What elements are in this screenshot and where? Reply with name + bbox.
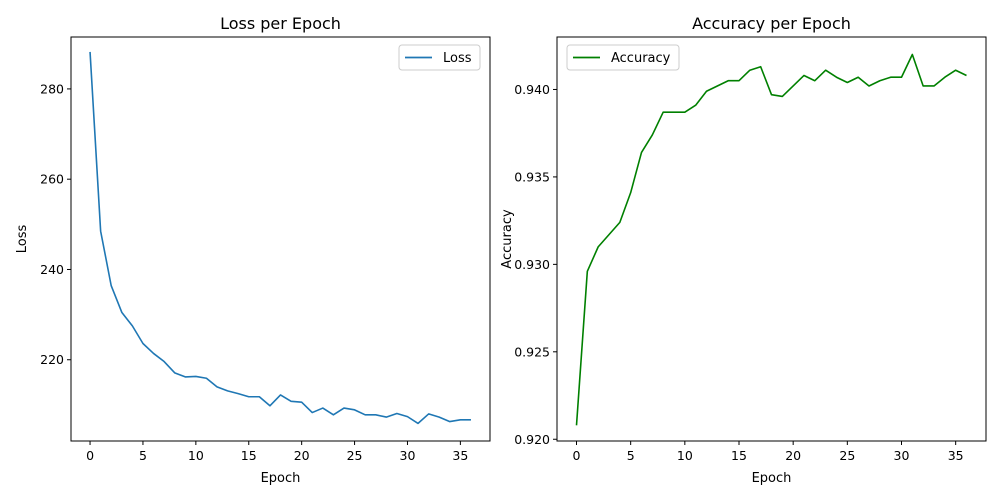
x-tick-label: 15 (731, 448, 747, 463)
x-tick-label: 0 (86, 448, 94, 463)
chart-title: Accuracy per Epoch (692, 14, 851, 33)
y-axis-label: Loss (15, 225, 30, 254)
x-axis-label: Epoch (752, 471, 792, 486)
x-axis-label: Epoch (261, 471, 301, 486)
legend-box (566, 44, 680, 71)
y-axis-label: Accuracy (500, 209, 515, 269)
chart-panel-2: 0 5 10 15 20 25 30 35 0.920 0.925 0.930 0.935 0.940 A… (500, 14, 987, 486)
x-tick-label: 35 (948, 448, 964, 463)
x-tick-label: 5 (627, 448, 635, 463)
plot-frame (70, 36, 491, 442)
chart-panel-1: 0 5 10 15 20 25 30 35 220 240 260 280 Loss per Epoch… (15, 14, 491, 486)
y-tick-label: 0.940 (514, 82, 550, 97)
x-tick-label: 20 (785, 448, 801, 463)
series-line-loss (89, 51, 471, 425)
x-tick-label: 10 (677, 448, 693, 463)
chart-title: Loss per Epoch (220, 14, 341, 33)
y-tick-label: 220 (40, 352, 64, 367)
plot-frame (556, 36, 987, 442)
legend-label: Accuracy (611, 51, 671, 66)
x-tick-label: 0 (573, 448, 581, 463)
legend-box (398, 44, 481, 71)
x-tick-label: 30 (894, 448, 910, 463)
x-tick-label: 25 (839, 448, 855, 463)
y-tick-label: 280 (40, 81, 64, 96)
y-tick-label: 0.925 (514, 344, 550, 359)
y-tick-label: 0.920 (514, 432, 550, 447)
x-tick-label: 5 (139, 448, 147, 463)
legend-label: Loss (443, 51, 472, 66)
x-tick-label: 30 (400, 448, 416, 463)
x-tick-label: 20 (294, 448, 310, 463)
y-tick-label: 0.930 (514, 257, 550, 272)
x-tick-label: 35 (452, 448, 468, 463)
x-tick-label: 25 (347, 448, 363, 463)
series-line-accuracy (575, 53, 967, 426)
x-tick-label: 10 (188, 448, 204, 463)
y-tick-label: 260 (40, 172, 64, 187)
x-tick-label: 15 (241, 448, 257, 463)
y-tick-label: 0.935 (514, 169, 550, 184)
y-tick-label: 240 (40, 262, 64, 277)
